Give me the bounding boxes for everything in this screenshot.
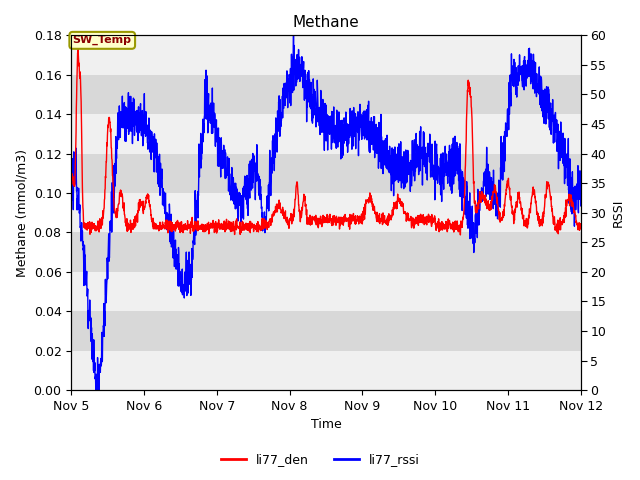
Legend: li77_den, li77_rssi: li77_den, li77_rssi: [216, 448, 424, 471]
Text: SW_Temp: SW_Temp: [73, 35, 132, 46]
Bar: [71, 75, 580, 114]
X-axis label: Time: Time: [310, 419, 341, 432]
Y-axis label: RSSI: RSSI: [612, 199, 625, 227]
Bar: [71, 232, 580, 272]
Title: Methane: Methane: [292, 15, 360, 30]
Bar: [71, 154, 580, 193]
Bar: [71, 312, 580, 351]
Y-axis label: Methane (mmol/m3): Methane (mmol/m3): [15, 149, 28, 277]
